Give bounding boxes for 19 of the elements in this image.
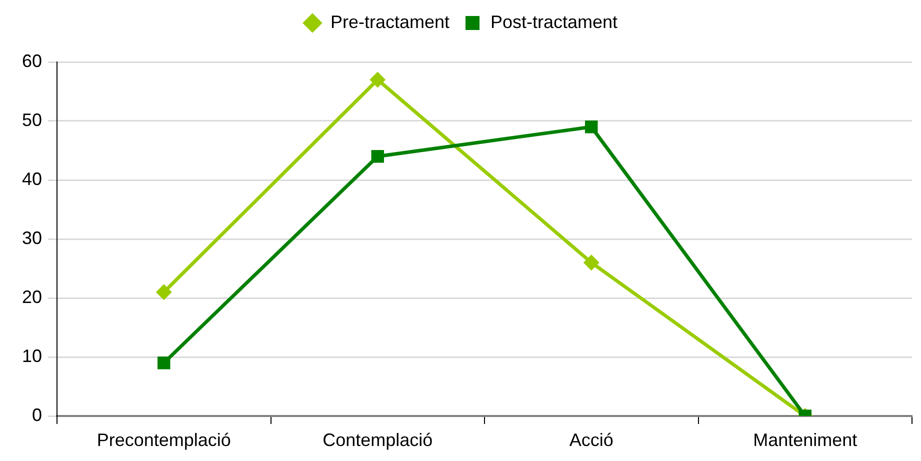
point: [585, 120, 598, 134]
y-tick-label: 0: [32, 404, 42, 425]
x-tick-label: Precontemplació: [96, 430, 231, 450]
x-tick-label: Contemplació: [322, 430, 433, 450]
point: [583, 254, 600, 271]
legend-label: Pre-tractament: [330, 12, 450, 32]
legend-label: Post-tractament: [490, 12, 618, 32]
y-tick-label: 20: [22, 286, 42, 307]
point: [371, 150, 384, 163]
y-tick-label: 40: [22, 168, 42, 189]
x-tick-label: Manteniment: [753, 430, 858, 450]
point: [156, 284, 172, 300]
y-tick-label: 30: [22, 228, 42, 248]
y-tick-label: 10: [22, 346, 42, 366]
y-tick-label: 60: [22, 50, 42, 71]
y-tick-label: 50: [22, 110, 42, 130]
point: [370, 72, 386, 88]
x-tick-label: Acció: [569, 430, 614, 450]
point: [158, 356, 170, 370]
